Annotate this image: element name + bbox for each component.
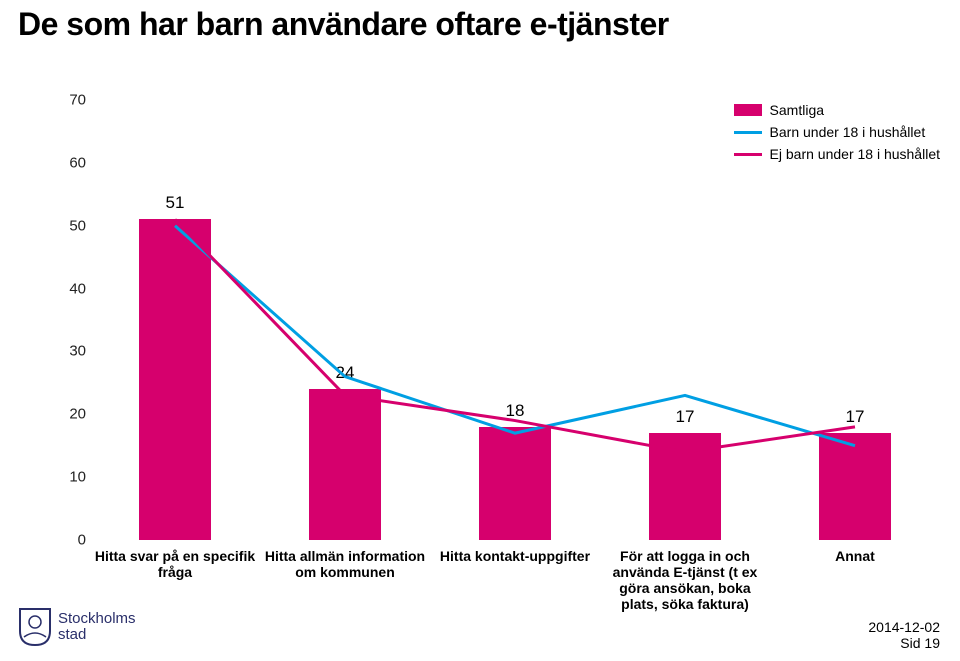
legend-item: Barn under 18 i hushållet xyxy=(734,124,940,140)
y-tick: 10 xyxy=(62,469,86,486)
x-category-label: Hitta svar på en specifik fråga xyxy=(93,548,256,580)
y-tick: 50 xyxy=(62,217,86,234)
legend: Samtliga Barn under 18 i hushållet Ej barn… xyxy=(734,102,940,168)
legend-item: Ej barn under 18 i hushållet xyxy=(734,146,940,162)
legend-swatch-line xyxy=(734,153,762,156)
y-tick: 20 xyxy=(62,406,86,423)
legend-label: Samtliga xyxy=(770,102,824,118)
x-category-label: För att logga in och använda E-tjänst (t… xyxy=(603,548,766,612)
footer-page: Sid 19 xyxy=(868,635,940,651)
y-tick: 0 xyxy=(62,532,86,549)
x-category-label: Annat xyxy=(773,548,936,564)
page-title: De som har barn användare oftare e-tjäns… xyxy=(18,6,669,43)
y-tick: 40 xyxy=(62,280,86,297)
y-tick: 60 xyxy=(62,154,86,171)
legend-item: Samtliga xyxy=(734,102,940,118)
series-line xyxy=(175,219,855,452)
logo-line-2: stad xyxy=(58,627,136,643)
crest-icon xyxy=(18,607,52,647)
logo: Stockholms stad xyxy=(18,607,136,647)
legend-label: Barn under 18 i hushållet xyxy=(770,124,926,140)
legend-label: Ej barn under 18 i hushållet xyxy=(770,146,940,162)
legend-swatch-bar xyxy=(734,104,762,116)
footer: 2014-12-02 Sid 19 xyxy=(868,619,940,651)
series-line xyxy=(175,226,855,446)
x-category-label: Hitta kontakt-uppgifter xyxy=(433,548,596,564)
x-category-label: Hitta allmän information om kommunen xyxy=(263,548,426,580)
logo-line-1: Stockholms xyxy=(58,611,136,627)
y-tick: 30 xyxy=(62,343,86,360)
legend-swatch-line xyxy=(734,131,762,134)
y-tick: 70 xyxy=(62,92,86,109)
footer-date: 2014-12-02 xyxy=(868,619,940,635)
